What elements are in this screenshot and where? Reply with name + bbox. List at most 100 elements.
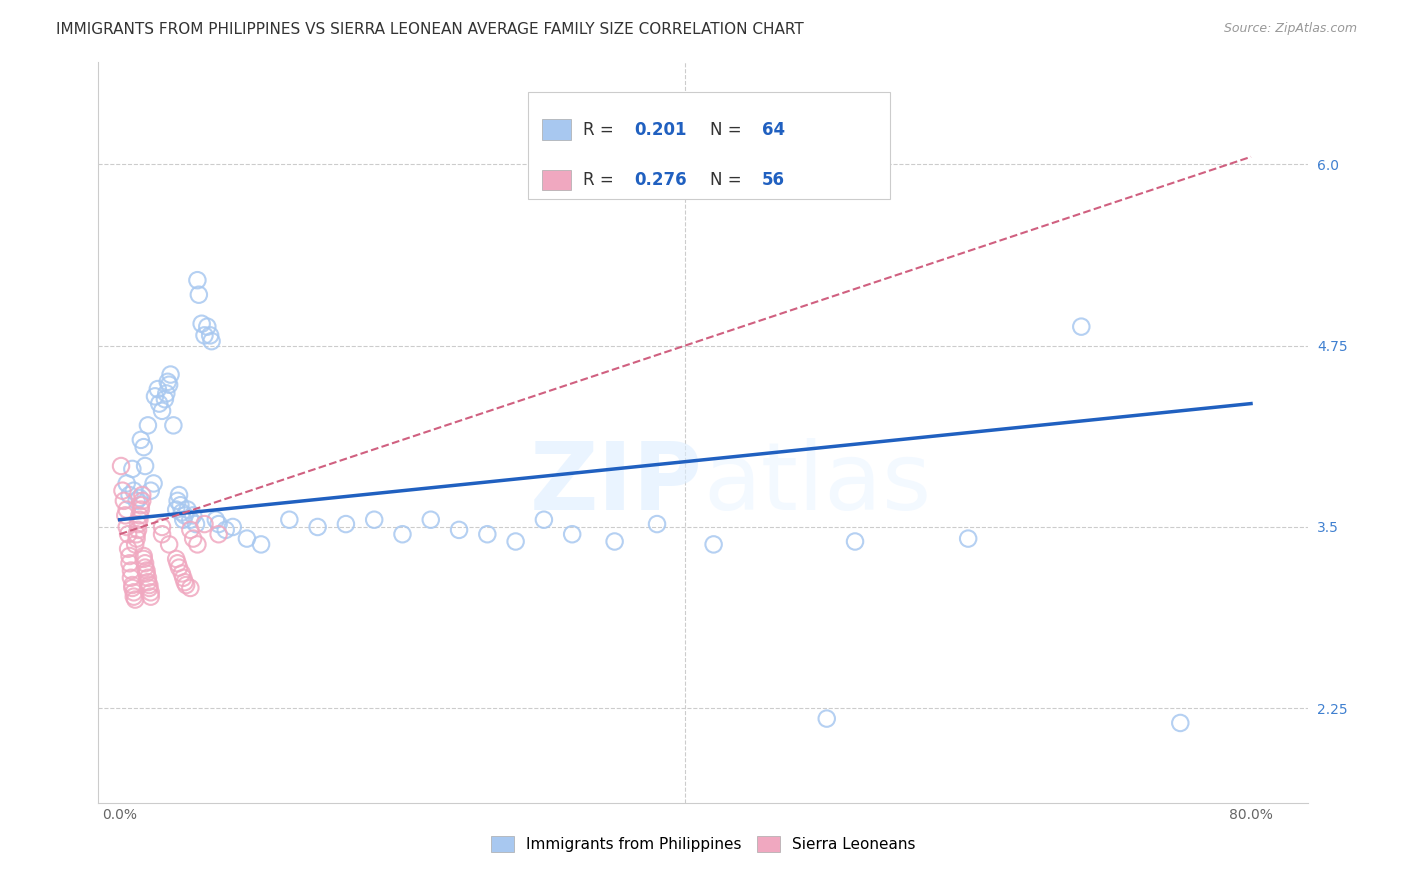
Point xyxy=(120,571,142,585)
Point xyxy=(111,483,134,498)
Point xyxy=(146,382,169,396)
Point xyxy=(174,578,197,592)
Point xyxy=(179,523,201,537)
Point xyxy=(136,571,159,585)
Point xyxy=(125,493,148,508)
Point xyxy=(112,493,135,508)
Point xyxy=(121,581,143,595)
Point xyxy=(1070,319,1092,334)
Point xyxy=(533,513,555,527)
Point xyxy=(121,578,143,592)
Point xyxy=(167,488,190,502)
Point xyxy=(1168,715,1191,730)
Point xyxy=(505,534,527,549)
Point xyxy=(170,506,193,520)
Text: 0.276: 0.276 xyxy=(634,171,686,189)
Point xyxy=(132,549,155,563)
Point xyxy=(129,502,152,516)
Point xyxy=(131,488,153,502)
Point xyxy=(603,534,626,549)
Text: ZIP: ZIP xyxy=(530,439,703,531)
Point xyxy=(128,513,150,527)
Point xyxy=(198,328,221,343)
Point xyxy=(170,566,193,581)
Point xyxy=(307,520,329,534)
Point xyxy=(193,517,215,532)
Point xyxy=(363,513,385,527)
Point xyxy=(419,513,441,527)
Point xyxy=(184,517,207,532)
Point xyxy=(844,534,866,549)
Point xyxy=(815,712,838,726)
Point xyxy=(200,334,222,348)
Point xyxy=(195,319,218,334)
Point xyxy=(139,483,162,498)
Point xyxy=(187,287,209,301)
Point xyxy=(207,517,229,532)
Point xyxy=(110,458,132,473)
Point xyxy=(134,560,156,574)
Point xyxy=(139,585,162,599)
Point xyxy=(447,523,470,537)
Text: 64: 64 xyxy=(762,120,785,138)
Point xyxy=(122,483,145,498)
Point xyxy=(136,418,159,433)
Point xyxy=(236,532,259,546)
Point xyxy=(150,404,173,418)
Point xyxy=(150,520,173,534)
Point xyxy=(204,513,226,527)
Point xyxy=(115,520,138,534)
Point xyxy=(132,440,155,454)
Point xyxy=(143,389,166,403)
Point xyxy=(125,527,148,541)
Point xyxy=(128,508,150,523)
Point xyxy=(157,537,180,551)
Text: R =: R = xyxy=(583,120,619,138)
Point xyxy=(156,375,179,389)
Point xyxy=(125,532,148,546)
Point xyxy=(166,556,188,570)
Text: 0.201: 0.201 xyxy=(634,120,686,138)
Point xyxy=(250,537,273,551)
Point xyxy=(181,508,204,523)
Text: N =: N = xyxy=(710,171,747,189)
Point xyxy=(135,566,157,581)
Point xyxy=(172,513,194,527)
Point xyxy=(124,537,146,551)
Point xyxy=(173,508,195,523)
Point xyxy=(122,585,145,599)
Text: Source: ZipAtlas.com: Source: ZipAtlas.com xyxy=(1223,22,1357,36)
Point xyxy=(150,527,173,541)
FancyBboxPatch shape xyxy=(527,92,890,200)
Point xyxy=(561,527,583,541)
Point xyxy=(117,541,139,556)
Point xyxy=(207,527,229,541)
Point xyxy=(176,502,198,516)
Point xyxy=(157,377,180,392)
Point xyxy=(115,476,138,491)
Point xyxy=(135,564,157,578)
FancyBboxPatch shape xyxy=(543,120,571,140)
Point xyxy=(167,560,190,574)
Point xyxy=(118,488,141,502)
Point xyxy=(165,552,187,566)
Text: R =: R = xyxy=(583,171,619,189)
Point xyxy=(703,537,725,551)
Point xyxy=(138,578,160,592)
Point xyxy=(117,527,139,541)
Point xyxy=(121,462,143,476)
Point xyxy=(124,592,146,607)
Point xyxy=(138,581,160,595)
Text: IMMIGRANTS FROM PHILIPPINES VS SIERRA LEONEAN AVERAGE FAMILY SIZE CORRELATION CH: IMMIGRANTS FROM PHILIPPINES VS SIERRA LE… xyxy=(56,22,804,37)
Point xyxy=(120,564,142,578)
Legend: Immigrants from Philippines, Sierra Leoneans: Immigrants from Philippines, Sierra Leon… xyxy=(485,830,921,858)
Point xyxy=(179,513,201,527)
Point xyxy=(131,493,153,508)
Point xyxy=(162,418,184,433)
Point xyxy=(335,517,357,532)
Point xyxy=(115,502,138,516)
Point xyxy=(193,328,215,343)
Point xyxy=(129,498,152,512)
Point xyxy=(148,396,170,410)
Point xyxy=(122,590,145,604)
